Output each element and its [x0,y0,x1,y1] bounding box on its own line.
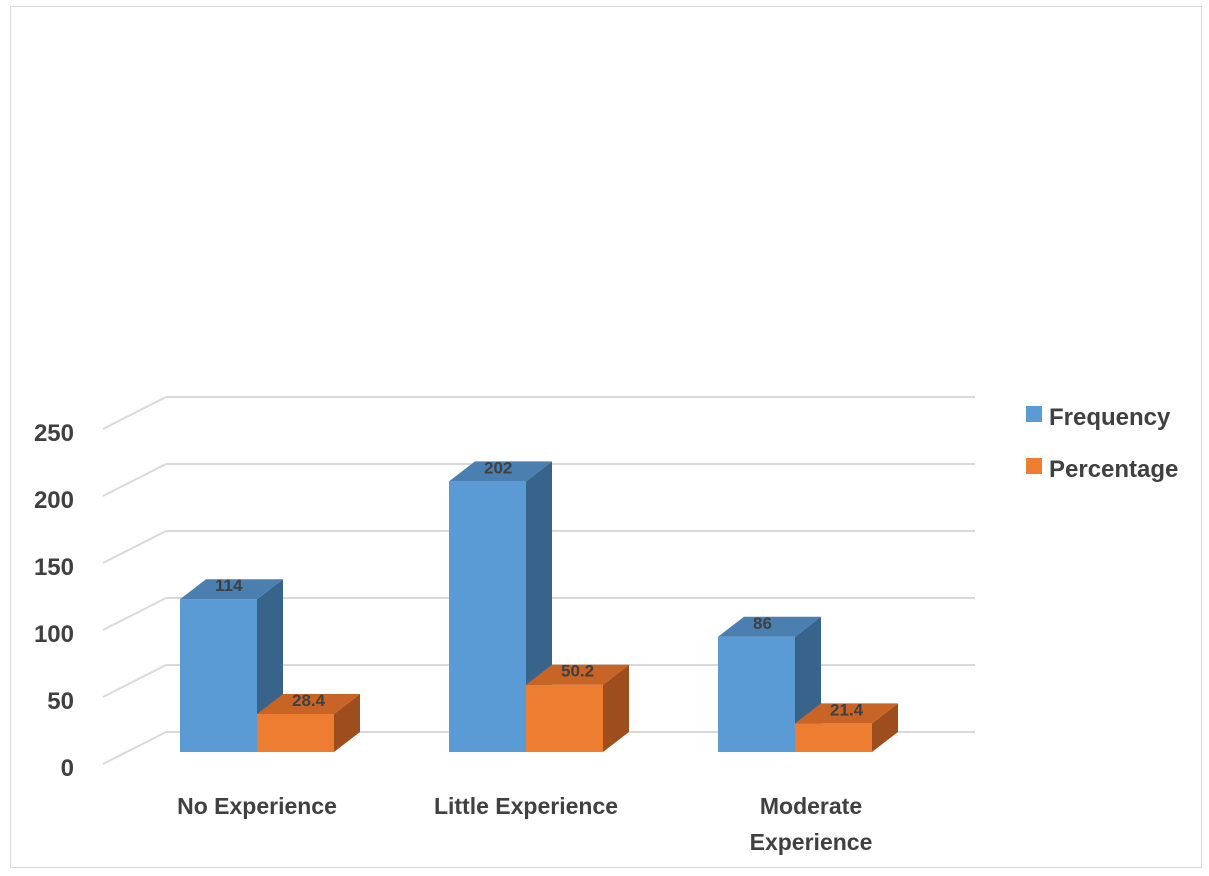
legend-label-frequency: Frequency [1049,404,1171,431]
bar-percentage-front [257,713,334,752]
gridline-side [102,463,167,497]
data-label: 50.2 [561,662,594,681]
y-tick-label: 250 [34,420,74,447]
y-tick-label: 200 [34,487,74,514]
bar-frequency-top [449,461,552,482]
y-tick-label: 50 [47,688,74,715]
legend-swatch-percentage [1026,458,1042,474]
data-label: 202 [484,458,512,477]
x-tick-label: No Experience [177,793,337,819]
bar-percentage-front [795,723,872,752]
data-label: 114 [215,576,243,595]
gridline-side [102,396,167,430]
bar-percentage-top [795,703,898,724]
data-label: 28.4 [292,691,326,710]
bar-frequency-front [180,599,257,752]
x-tick-label: Experience [750,829,873,855]
bar-percentage-front [526,684,603,752]
legend-label-percentage: Percentage [1049,456,1178,483]
data-label: 21.4 [830,700,864,719]
bar-frequency-top [718,616,821,637]
bar-percentage-side [334,693,360,752]
data-label: 86 [753,614,772,633]
gridline-side [102,664,167,698]
x-tick-label: Moderate [760,793,862,819]
bar-frequency-front [449,481,526,752]
gridline-side [102,597,167,631]
y-tick-label: 100 [34,621,74,648]
legend-swatch-frequency [1026,406,1042,422]
gridline-side [102,530,167,564]
bar-percentage-side [872,703,898,752]
x-tick-label: Little Experience [434,793,618,819]
bar-percentage-top [257,693,360,714]
bar-frequency-front [718,636,795,752]
bar-percentage-top [526,664,629,685]
gridline-side [102,731,167,765]
bar-percentage-side [603,664,629,752]
bar-frequency-top [180,579,283,600]
y-tick-label: 0 [61,755,74,782]
y-tick-label: 150 [34,554,74,581]
